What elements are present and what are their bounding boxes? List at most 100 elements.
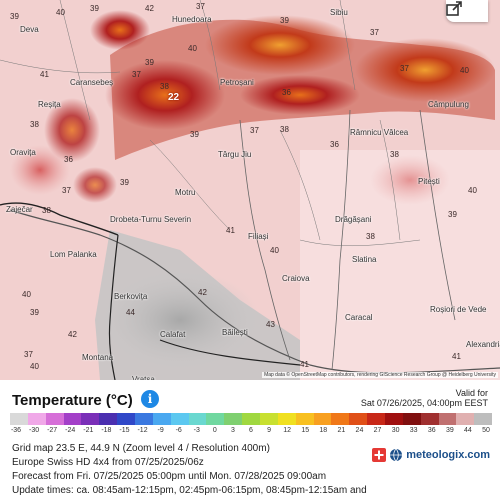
- temperature-value: 39: [90, 4, 99, 13]
- place-label: Drobeta-Turnu Severin: [110, 215, 192, 224]
- temperature-value: 40: [56, 8, 65, 17]
- place-label: Petroșani: [220, 78, 254, 87]
- place-label: Zaječar: [6, 205, 33, 214]
- legend-panel: Temperature (°C) i Valid for Sat 07/26/2…: [0, 380, 500, 500]
- scale-swatch: [99, 413, 118, 425]
- place-label: Drăgășani: [335, 215, 372, 224]
- scale-tick-label: 21: [337, 427, 346, 434]
- scale-tick-label: -9: [157, 427, 164, 434]
- temperature-map[interactable]: Deva Hunedoara Sibiu Caransebeș Petroșani Reș…: [0, 0, 500, 380]
- info-line-4: Update times: ca. 08:45am-12:15pm, 02:45…: [12, 485, 367, 496]
- temperature-value: 39: [30, 308, 39, 317]
- temperature-value: 37: [250, 126, 259, 135]
- scale-swatch: [349, 413, 368, 425]
- info-icon[interactable]: i: [141, 390, 159, 408]
- scale-swatch: [45, 413, 64, 425]
- place-label: Craiova: [282, 274, 310, 283]
- place-label: Oravița: [10, 148, 36, 157]
- scale-swatch: [474, 413, 493, 425]
- valid-datetime: Sat 07/26/2025, 04:00pm EEST: [360, 398, 488, 408]
- temperature-value: 38: [30, 120, 39, 129]
- scale-tick-label: 6: [249, 427, 253, 434]
- scale-tick-label: -6: [175, 427, 182, 434]
- temperature-value: 39: [145, 58, 154, 67]
- scale-tick-label: 0: [212, 427, 217, 434]
- scale-tick-label: 27: [373, 427, 382, 434]
- scale-tick-label: -12: [137, 427, 148, 434]
- info-line-2: Europe Swiss HD 4x4 from 07/25/2025/06z: [12, 457, 204, 468]
- scale-tick-label: -21: [83, 427, 94, 434]
- scale-swatch: [152, 413, 171, 425]
- place-label: Alexandria: [466, 340, 500, 349]
- country-border: [0, 202, 119, 236]
- temperature-value: 39: [10, 12, 19, 21]
- scale-tick-label: -30: [29, 427, 40, 434]
- scale-tick-label: 39: [445, 427, 454, 434]
- scale-swatch: [10, 413, 28, 425]
- place-label: Calafat: [160, 330, 186, 339]
- scale-swatch: [385, 413, 403, 425]
- scale-swatch: [260, 413, 278, 425]
- scale-swatch: [27, 413, 46, 425]
- scale-swatch: [242, 413, 261, 425]
- place-label: Lom Palanka: [50, 250, 97, 259]
- valid-time: Valid for Sat 07/26/2025, 04:00pm EEST: [361, 388, 488, 408]
- scale-swatch: [313, 413, 332, 425]
- temperature-value: 39: [448, 210, 457, 219]
- share-button[interactable]: [446, 0, 488, 22]
- scale-tick-label: 12: [283, 427, 292, 434]
- scale-tick-label: 50: [482, 427, 490, 434]
- scale-swatch: [420, 413, 439, 425]
- temperature-value: 37: [24, 350, 33, 359]
- temperature-value: 40: [460, 66, 469, 75]
- scale-swatch: [188, 413, 207, 425]
- temperature-value: 36: [330, 140, 339, 149]
- map-attribution: Map data © OpenStreetMap contributors, r…: [262, 372, 498, 378]
- color-scale: [10, 413, 493, 425]
- temperature-value: 43: [266, 320, 275, 329]
- temperature-value: 39: [120, 178, 129, 187]
- temperature-value: 40: [22, 290, 31, 299]
- temperature-value: 36: [282, 88, 291, 97]
- scale-swatch: [331, 413, 350, 425]
- scale-tick-label: -24: [65, 427, 76, 434]
- temperature-value: 38: [160, 82, 169, 91]
- scale-tick-label: 44: [464, 427, 472, 434]
- scale-tick-label: 36: [427, 427, 436, 434]
- temperature-value: 22: [168, 92, 180, 103]
- scale-swatch: [295, 413, 314, 425]
- temperature-value: 37: [400, 64, 409, 73]
- info-line-1: Grid map 23.5 E, 44.9 N (Zoom level 4 / …: [12, 443, 270, 454]
- legend-title: Temperature (°C): [12, 392, 133, 409]
- scale-tick-label: -3: [193, 427, 200, 434]
- temperature-value: 38: [42, 206, 51, 215]
- place-label: Montana: [82, 353, 114, 362]
- scale-swatch: [81, 413, 100, 425]
- share-icon: [446, 1, 462, 16]
- map-canvas: [0, 0, 500, 380]
- place-label: Câmpulung: [428, 100, 469, 109]
- place-label: Târgu Jiu: [218, 150, 252, 159]
- temperature-value: 41: [300, 360, 309, 369]
- temperature-value: 41: [40, 70, 49, 79]
- valid-label: Valid for: [455, 388, 488, 398]
- place-label: Caransebeș: [70, 78, 114, 87]
- temperature-value: 37: [196, 2, 205, 11]
- temperature-value: 38: [366, 232, 375, 241]
- scale-tick-label: -15: [119, 427, 130, 434]
- place-label: Reșița: [38, 100, 61, 109]
- scale-tick-label: -36: [10, 427, 22, 434]
- scale-tick-label: 30: [391, 427, 400, 434]
- brand-name: meteologix.com: [406, 449, 490, 461]
- place-label: Sibiu: [330, 8, 348, 17]
- place-label: Slatina: [352, 255, 377, 264]
- place-label: Motru: [175, 188, 196, 197]
- place-label: Caracal: [345, 313, 373, 322]
- meteologix-logo[interactable]: meteologix.com: [372, 448, 490, 462]
- temperature-value: 41: [226, 226, 235, 235]
- temperature-value: 40: [468, 186, 477, 195]
- scale-swatch: [277, 413, 296, 425]
- scale-tick-label: -18: [101, 427, 112, 434]
- temperature-value: 42: [145, 4, 154, 13]
- place-label: Vratsa: [132, 375, 155, 380]
